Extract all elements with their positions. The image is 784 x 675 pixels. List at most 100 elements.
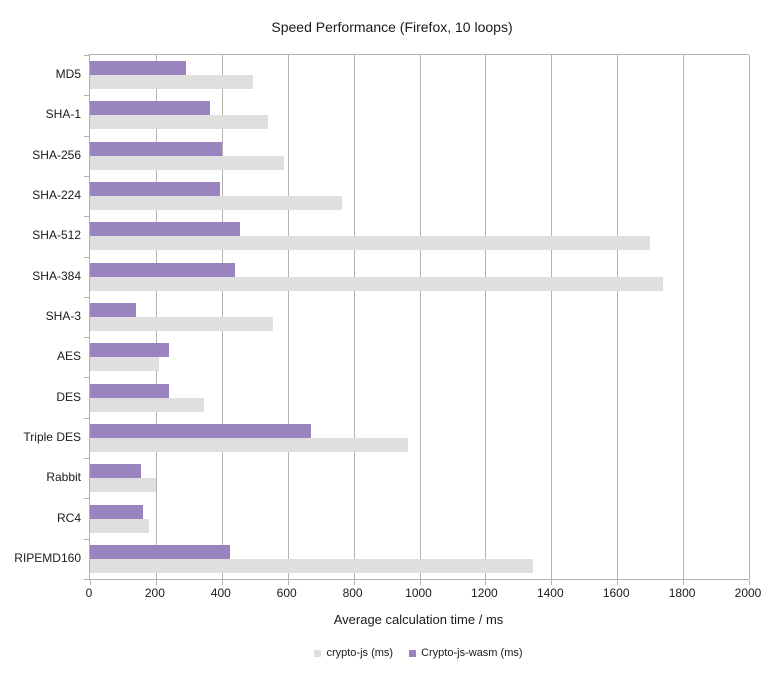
x-axis-tick xyxy=(683,580,685,585)
bar-crypto-js-ms xyxy=(90,357,160,372)
y-axis-tick xyxy=(84,297,89,298)
x-axis-tick xyxy=(551,580,553,585)
category-row-sha-224 xyxy=(90,176,749,216)
x-axis-tick xyxy=(749,580,750,585)
x-tick-label: 200 xyxy=(144,586,165,600)
x-tick-label: 1200 xyxy=(471,586,498,600)
y-axis-tick xyxy=(84,257,89,258)
x-tick-label: 400 xyxy=(210,586,231,600)
legend-swatch-crypto-js-wasm-ms xyxy=(409,649,417,657)
x-tick-label: 2000 xyxy=(734,586,762,600)
gridline xyxy=(683,55,685,579)
y-axis-label: DES xyxy=(56,389,81,404)
bar-crypto-js-ms xyxy=(90,397,204,412)
bar-crypto-js-ms xyxy=(90,316,273,331)
y-axis-tick xyxy=(84,458,89,459)
legend-item-crypto-js-ms: crypto-js (ms) xyxy=(314,647,393,659)
gridline xyxy=(419,55,421,579)
category-row-sha-3 xyxy=(90,297,749,337)
legend-label: crypto-js (ms) xyxy=(326,647,394,659)
x-axis-tick xyxy=(353,580,355,585)
x-tick-label: 1400 xyxy=(536,586,564,600)
bar-crypto-js-wasm-ms xyxy=(90,383,170,398)
legend-item-crypto-js-wasm-ms: Crypto-js-wasm (ms) xyxy=(409,647,523,659)
bar-crypto-js-wasm-ms xyxy=(90,464,142,479)
bar-crypto-js-wasm-ms xyxy=(90,61,186,76)
plot-area xyxy=(84,54,750,585)
gridline xyxy=(353,55,355,579)
category-row-sha-1 xyxy=(90,95,749,135)
y-axis-tick xyxy=(84,377,89,378)
x-axis-tick xyxy=(155,580,157,585)
x-axis-labels: 0 200 400 600 800 1000 1200 1400 1600 1800 2000 xyxy=(85,586,762,600)
legend-label: Crypto-js-wasm (ms) xyxy=(421,647,523,659)
x-axis-tick xyxy=(287,580,289,585)
bar-crypto-js-ms xyxy=(90,518,150,533)
category-row-rc4 xyxy=(90,498,749,538)
x-tick-label: 600 xyxy=(276,586,297,600)
legend: crypto-js (ms) Crypto-js-wasm (ms) xyxy=(89,645,748,661)
x-axis-tick xyxy=(485,580,487,585)
chart-title: Speed Performance (Firefox, 10 loops) xyxy=(271,19,513,35)
y-axis-tick xyxy=(84,337,89,338)
y-axis-label: RC4 xyxy=(56,510,81,525)
bar-crypto-js-ms xyxy=(90,155,285,170)
y-axis-label: Rabbit xyxy=(46,470,81,485)
x-tick-label: 0 xyxy=(85,586,93,600)
bar-crypto-js-ms xyxy=(90,236,651,251)
gridline xyxy=(287,55,289,579)
x-tick-label: 800 xyxy=(342,586,363,600)
category-row-md5 xyxy=(90,55,749,95)
bar-crypto-js-wasm-ms xyxy=(90,141,222,156)
bar-crypto-js-wasm-ms xyxy=(90,222,240,237)
category-row-des xyxy=(90,377,749,417)
category-row-sha-384 xyxy=(90,257,749,297)
bar-crypto-js-wasm-ms xyxy=(90,302,137,317)
y-axis-tick xyxy=(84,95,89,96)
y-axis-tick xyxy=(84,216,89,217)
category-row-rabbit xyxy=(90,458,749,498)
y-axis-label: RIPEMD160 xyxy=(14,550,81,565)
bar-crypto-js-wasm-ms xyxy=(90,182,221,197)
gridline xyxy=(617,55,619,579)
bar-crypto-js-ms xyxy=(90,276,664,291)
bar-crypto-js-ms xyxy=(90,75,254,90)
bar-crypto-js-wasm-ms xyxy=(90,101,211,116)
category-row-ripemd160 xyxy=(90,539,749,579)
x-axis-title: Average calculation time / ms xyxy=(333,612,504,627)
x-axis-tick xyxy=(617,580,619,585)
y-axis-tick xyxy=(84,418,89,419)
y-axis-tick xyxy=(84,136,89,137)
category-row-sha-256 xyxy=(90,136,749,176)
bar-crypto-js-ms xyxy=(90,437,408,452)
y-axis-tick xyxy=(84,176,89,177)
bar-crypto-js-wasm-ms xyxy=(90,423,311,438)
bar-crypto-js-wasm-ms xyxy=(90,504,143,519)
x-axis-tick xyxy=(90,580,91,585)
x-tick-label: 1000 xyxy=(405,586,432,600)
gridline xyxy=(485,55,487,579)
y-axis-label: MD5 xyxy=(55,67,81,82)
y-axis-label: SHA-512 xyxy=(32,228,81,243)
y-axis-labels: MD5 SHA-1 SHA-256 SHA-224 SHA-512 SHA-384 SHA-… xyxy=(0,54,81,578)
y-axis-tick xyxy=(84,55,89,56)
bar-crypto-js-wasm-ms xyxy=(90,544,231,559)
y-axis-tick xyxy=(84,539,89,540)
bar-crypto-js-ms xyxy=(90,196,343,211)
y-axis-label: SHA-224 xyxy=(32,188,81,203)
y-axis-label: Triple DES xyxy=(23,429,81,444)
bar-crypto-js-ms xyxy=(90,478,156,493)
bar-crypto-js-wasm-ms xyxy=(90,343,170,358)
x-axis-tick xyxy=(221,580,223,585)
gridline xyxy=(749,55,750,579)
x-tick-label: 1600 xyxy=(602,586,630,600)
y-axis-label: SHA-1 xyxy=(45,107,81,122)
y-axis-label: AES xyxy=(56,349,81,364)
bar-crypto-js-wasm-ms xyxy=(90,262,235,277)
x-tick-label: 1800 xyxy=(668,586,696,600)
gridline xyxy=(551,55,553,579)
y-axis-label: SHA-256 xyxy=(32,147,81,162)
category-row-aes xyxy=(90,337,749,377)
legend-swatch-crypto-js-ms xyxy=(314,649,322,657)
